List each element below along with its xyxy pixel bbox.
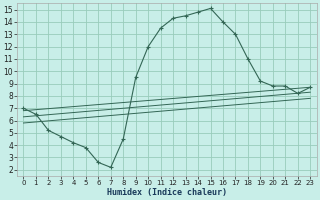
- X-axis label: Humidex (Indice chaleur): Humidex (Indice chaleur): [107, 188, 227, 197]
